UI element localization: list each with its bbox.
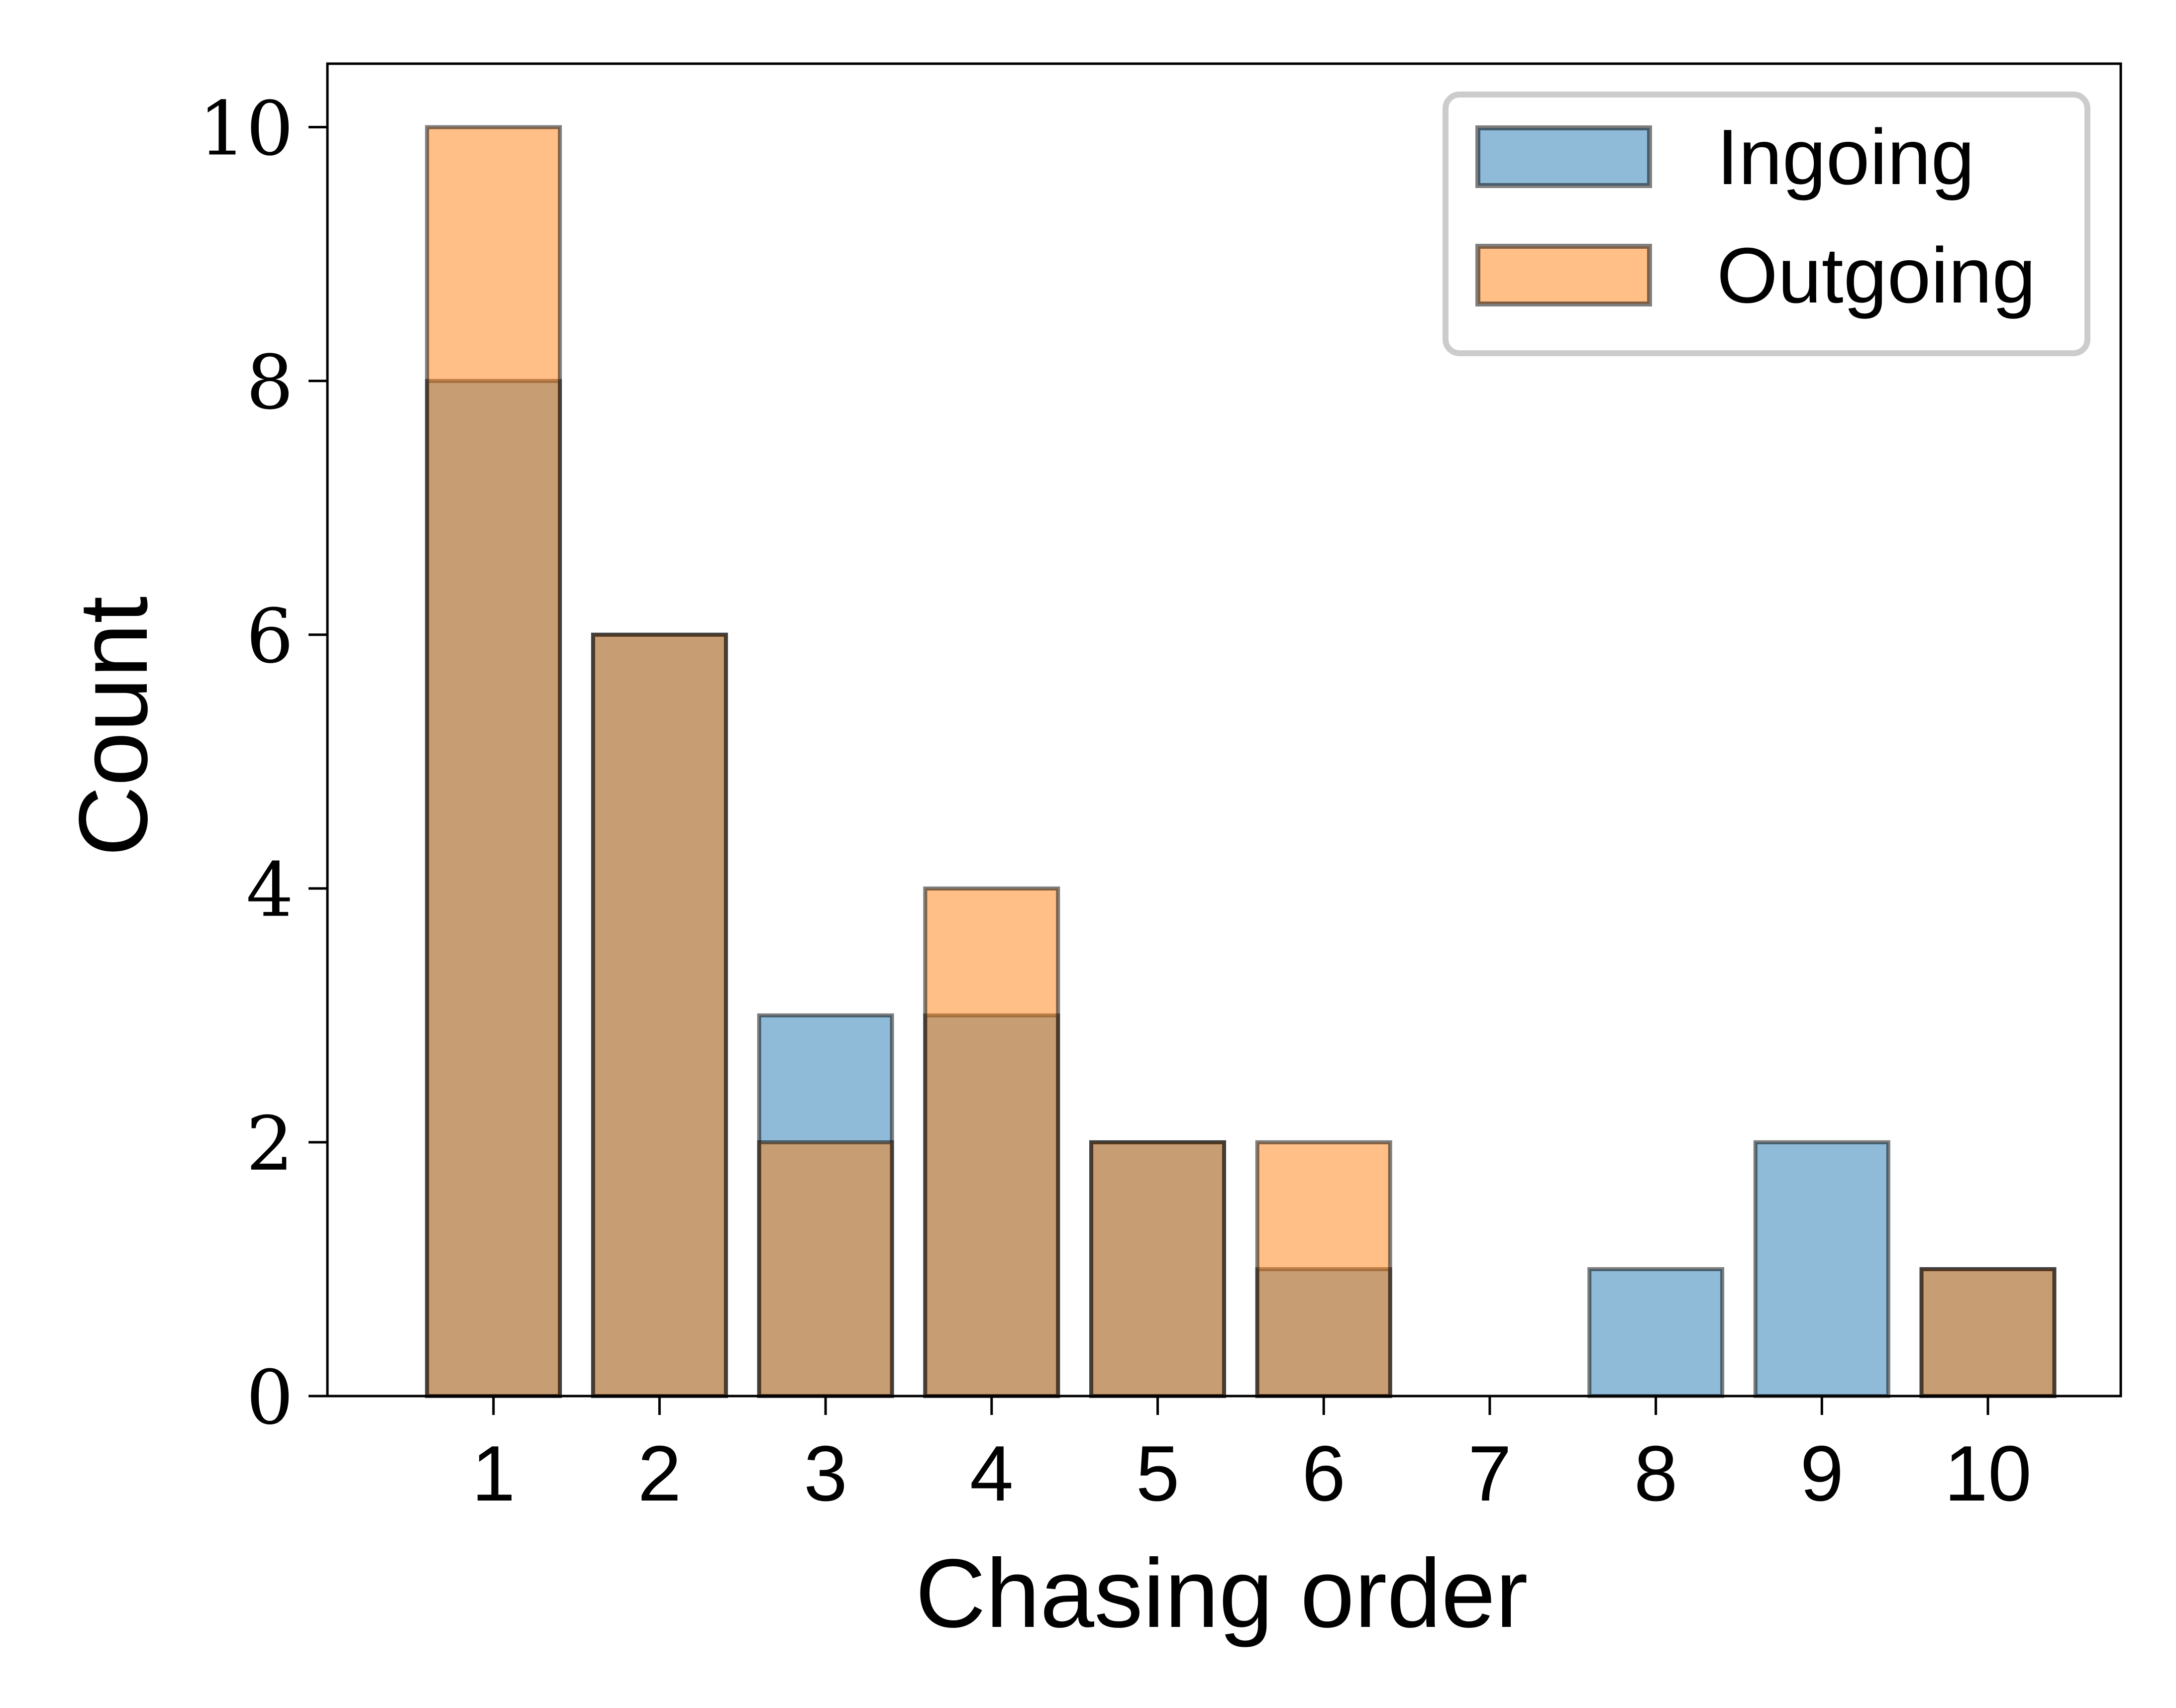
legend-label-outgoing: Outgoing bbox=[1717, 232, 2036, 319]
x-tick-label: 4 bbox=[970, 1430, 1014, 1517]
legend-swatch-ingoing bbox=[1475, 125, 1652, 188]
y-tick-label: 2 bbox=[246, 1101, 294, 1188]
x-tick-label: 6 bbox=[1302, 1430, 1346, 1517]
bar-ingoing-8 bbox=[1587, 1267, 1725, 1399]
series-outgoing bbox=[425, 125, 2057, 1399]
y-axis-title: Count bbox=[59, 596, 168, 856]
bar-outgoing-6 bbox=[1255, 1140, 1392, 1399]
bar-outgoing-2 bbox=[591, 632, 728, 1398]
x-tick-label: 8 bbox=[1634, 1430, 1678, 1517]
x-tick-label: 3 bbox=[804, 1430, 847, 1517]
legend-label-ingoing: Ingoing bbox=[1717, 113, 1974, 201]
x-tick-label: 7 bbox=[1468, 1430, 1512, 1517]
y-tick-label: 6 bbox=[246, 594, 294, 680]
plot-frame bbox=[326, 62, 2122, 1398]
x-tick-label: 1 bbox=[472, 1430, 516, 1517]
bars-layer bbox=[425, 125, 2057, 1399]
y-tick-label: 0 bbox=[246, 1355, 294, 1441]
x-tick-label: 2 bbox=[637, 1430, 681, 1517]
bar-outgoing-10 bbox=[1919, 1267, 2057, 1399]
y-tick-label: 10 bbox=[199, 86, 294, 173]
x-tick-label: 5 bbox=[1136, 1430, 1180, 1517]
y-tick-label: 4 bbox=[246, 847, 294, 934]
bar-ingoing-9 bbox=[1753, 1140, 1890, 1399]
x-tick-label: 9 bbox=[1800, 1430, 1844, 1517]
bar-outgoing-3 bbox=[757, 1140, 894, 1399]
x-tick-label: 10 bbox=[1944, 1430, 2032, 1517]
bar-outgoing-4 bbox=[923, 886, 1060, 1399]
bar-outgoing-1 bbox=[425, 125, 562, 1398]
bar-outgoing-5 bbox=[1089, 1140, 1227, 1399]
legend-swatch-outgoing bbox=[1475, 244, 1652, 306]
x-axis-title: Chasing order bbox=[915, 1539, 1528, 1648]
y-tick-label: 8 bbox=[246, 340, 294, 426]
legend: Ingoing Outgoing bbox=[1443, 92, 2090, 356]
